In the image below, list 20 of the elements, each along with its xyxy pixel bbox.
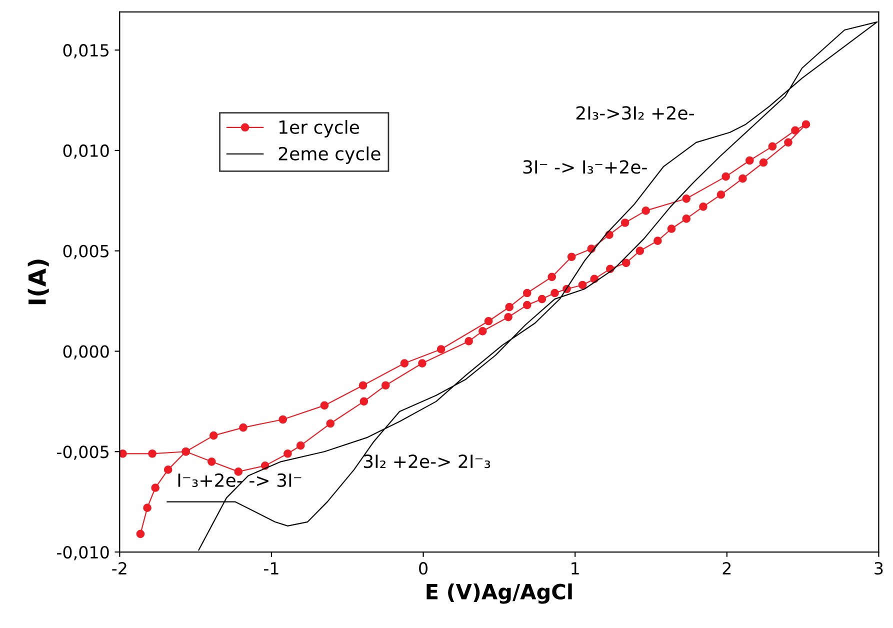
x-tick-label: -1	[264, 562, 278, 574]
x-tick-label: 2	[722, 562, 731, 574]
x-tick-label: -2	[112, 562, 126, 574]
y-tick-label: 0,015	[63, 44, 108, 58]
x-axis-title: E (V)Ag/AgCl	[426, 583, 572, 604]
y-tick-label: 0,010	[63, 144, 109, 159]
x-tick-label: 0	[419, 562, 428, 575]
y-axis-title: I(A)	[28, 260, 49, 304]
x-tick-label: 3	[874, 562, 883, 575]
x-tick-label: 1	[572, 562, 579, 574]
legend-label: 1er cycle	[280, 120, 360, 138]
annotation: 2I₃->3I₂ +2e-	[576, 106, 694, 120]
y-tick-label: 0,005	[63, 244, 108, 260]
y-tick-label: 0,000	[63, 345, 109, 360]
legend-label: 2eme cycle	[278, 146, 380, 164]
y-tick-label: -0,005	[57, 446, 108, 460]
annotation: 3I₂ +2e-> 2I⁻₃	[364, 454, 490, 468]
y-tick-label: -0,010	[57, 546, 109, 560]
annotation: 3I⁻ -> I₃⁻+2e-	[523, 160, 647, 174]
annotation: I⁻₃+2e- -> 3I⁻	[178, 473, 302, 488]
